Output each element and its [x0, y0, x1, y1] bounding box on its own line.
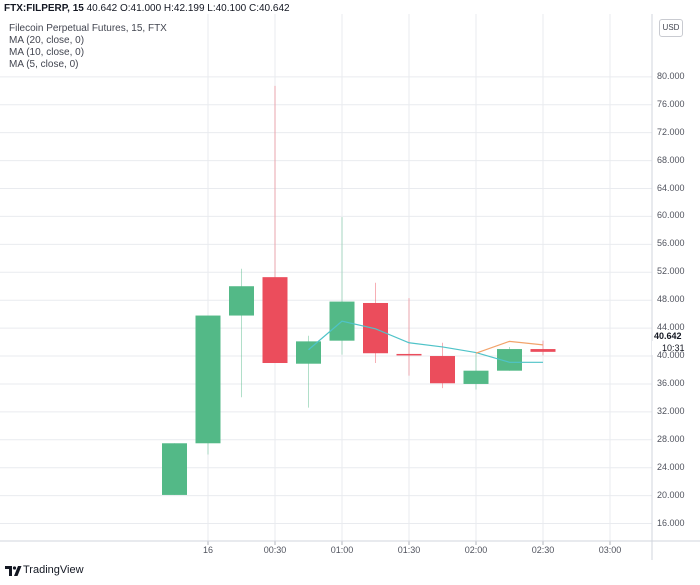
- price-tick-label: 52.000: [657, 266, 685, 277]
- last-price: 40.642: [86, 3, 118, 14]
- ma10-line: [475, 340, 544, 354]
- candle-body[interactable]: [363, 302, 388, 354]
- ma5-line: [308, 320, 543, 363]
- price-tick-label: 76.000: [657, 98, 685, 109]
- price-tick-label: 68.000: [657, 154, 685, 165]
- price-tag-bg: [652, 341, 700, 355]
- price-tick-label: 24.000: [657, 461, 685, 472]
- time-tick-label: 00:30: [263, 545, 287, 555]
- time-tick-label: 01:00: [330, 545, 354, 555]
- price-tick-label: 32.000: [657, 405, 685, 416]
- price-tick-label: 72.000: [657, 126, 685, 137]
- time-tick-label: 02:00: [464, 545, 488, 555]
- candle-body[interactable]: [262, 277, 288, 364]
- grid: [0, 14, 652, 545]
- price-tick-label: 40.000: [657, 350, 685, 361]
- currency-badge[interactable]: USD: [659, 19, 683, 37]
- candle-body[interactable]: [195, 315, 221, 444]
- indicator-ma10[interactable]: MA (10, close, 0): [9, 47, 85, 58]
- price-tick-label: 80.000: [657, 70, 685, 81]
- countdown-tag: 10:31: [662, 343, 685, 353]
- chart-title: Filecoin Perpetual Futures, 15, FTX: [9, 23, 167, 34]
- candle-body[interactable]: [229, 286, 254, 316]
- candle-body[interactable]: [296, 341, 321, 364]
- candle-body[interactable]: [497, 349, 522, 371]
- footer: TradingView: [0, 560, 700, 585]
- time-tick-label: 01:30: [397, 545, 421, 555]
- time-tick-label: 03:00: [598, 545, 622, 555]
- price-tick-label: 36.000: [657, 377, 685, 388]
- time-tick-label: 16: [202, 545, 213, 555]
- price-tick-label: 64.000: [657, 182, 685, 193]
- symbol-line[interactable]: FTX:FILPERP, 15 40.642 O:41.000 H:42.199…: [4, 3, 290, 14]
- price-tick-label: 20.000: [657, 489, 685, 500]
- time-tick-label: 02:30: [531, 545, 555, 555]
- indicator-ma5[interactable]: MA (5, close, 0): [9, 59, 79, 70]
- candle-body[interactable]: [162, 443, 187, 495]
- brand-name[interactable]: TradingView: [23, 564, 84, 576]
- candle-body[interactable]: [530, 349, 556, 352]
- symbol-name[interactable]: FTX:FILPERP, 15: [4, 3, 84, 14]
- candle-bodies: [162, 277, 556, 495]
- ma-lines: [308, 320, 544, 363]
- candle-body[interactable]: [463, 370, 489, 384]
- price-tick-label: 48.000: [657, 294, 685, 305]
- indicator-ma20[interactable]: MA (20, close, 0): [9, 35, 85, 46]
- candle-body[interactable]: [430, 356, 455, 384]
- price-tick-label: 56.000: [657, 238, 685, 249]
- price-tick-label: 28.000: [657, 433, 685, 444]
- current-price-tag: 40.642: [654, 331, 682, 341]
- candle-body[interactable]: [396, 353, 422, 356]
- symbol-header: FTX:FILPERP, 15 40.642 O:41.000 H:42.199…: [0, 0, 700, 22]
- price-tick-label: 44.000: [657, 322, 685, 333]
- tradingview-logo-icon[interactable]: [4, 564, 22, 578]
- price-tick-label: 60.000: [657, 210, 685, 221]
- ohlc-values: O:41.000 H:42.199 L:40.100 C:40.642: [120, 3, 290, 14]
- price-tick-label: 16.000: [657, 517, 685, 528]
